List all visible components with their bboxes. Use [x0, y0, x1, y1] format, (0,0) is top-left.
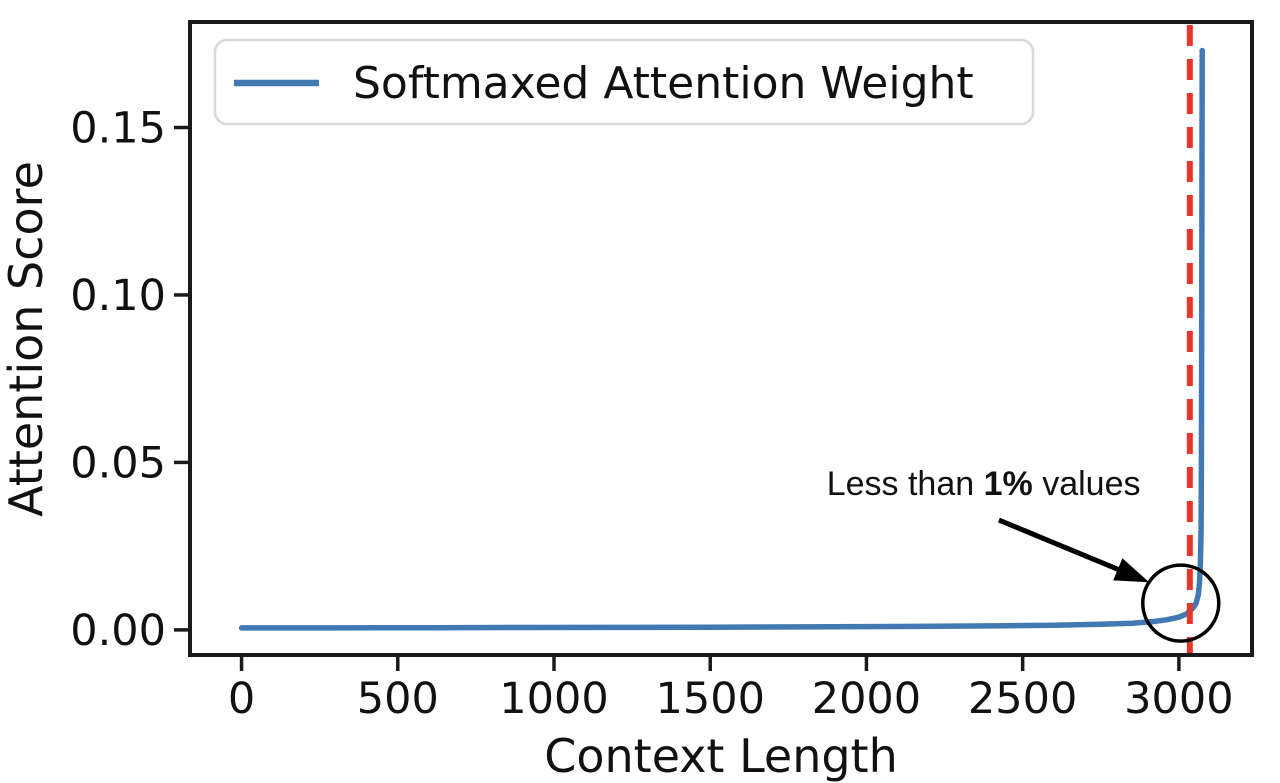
- y-tick-label: 0.05: [70, 438, 166, 488]
- annotation-text-bold: 1%: [984, 465, 1033, 503]
- legend: Softmaxed Attention Weight: [213, 38, 1035, 126]
- y-tick-label: 0.15: [70, 104, 166, 154]
- x-tick-label: 2500: [968, 674, 1077, 724]
- highlight-circle: [1141, 563, 1221, 643]
- annotation-arrowhead: [1113, 558, 1150, 583]
- x-tick-label: 1500: [656, 674, 765, 724]
- series-softmaxed-attention-weight: [238, 47, 1205, 631]
- x-axis-ticks: [239, 655, 1181, 671]
- x-tick-label: 2000: [812, 674, 921, 724]
- x-tick-label: 3000: [1124, 674, 1233, 724]
- annotation-arrow: [997, 517, 1123, 574]
- x-tick-label: 1000: [499, 674, 608, 724]
- annotation-text-prefix: Less than: [827, 465, 984, 503]
- x-axis-title: Context Length: [544, 729, 898, 783]
- annotation-text-suffix: values: [1033, 465, 1141, 503]
- y-axis-tick-labels: 0.00 0.05 0.10 0.15: [70, 104, 166, 656]
- y-tick-label: 0.00: [70, 606, 166, 656]
- y-axis-title: Attention Score: [0, 161, 53, 517]
- x-axis-tick-labels: 0 500 1000 1500 2000 2500 3000: [228, 674, 1234, 724]
- annotation-text: Less than 1% values: [827, 465, 1141, 503]
- x-tick-label: 0: [228, 674, 255, 724]
- axes-spines: [188, 20, 1254, 657]
- legend-entry-label: Softmaxed Attention Weight: [353, 58, 974, 109]
- x-tick-label: 500: [357, 674, 439, 724]
- legend-box: [213, 38, 1035, 126]
- y-axis-ticks: [174, 125, 190, 632]
- y-tick-label: 0.10: [70, 271, 166, 321]
